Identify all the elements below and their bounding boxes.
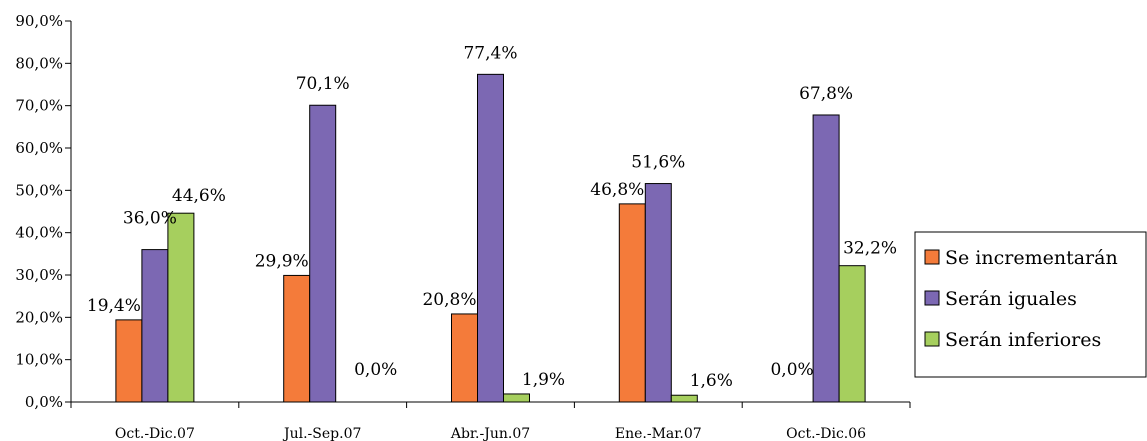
data-label: 77,4% (463, 43, 517, 63)
bar (115, 319, 143, 403)
x-tick-label: Jul.-Sep.07 (282, 426, 361, 441)
data-label: 1,9% (522, 370, 565, 390)
bar (670, 394, 698, 403)
data-label: 20,8% (422, 290, 476, 310)
bar (309, 104, 337, 403)
data-label: 36,0% (123, 209, 177, 229)
legend-swatch (924, 290, 940, 306)
bar (503, 393, 530, 403)
y-tick-label: 50,0% (15, 181, 63, 199)
bar (451, 313, 478, 403)
y-tick-label: 90,0% (15, 12, 63, 30)
x-tick-label: Abr.-Jun.07 (450, 426, 530, 441)
bar (167, 212, 195, 403)
legend-label: Serán inferiores (945, 329, 1101, 351)
bars (115, 73, 866, 403)
x-tick-label: Oct.-Dic.07 (115, 426, 195, 441)
bar (644, 183, 672, 403)
bar (283, 274, 311, 403)
y-tick-label: 40,0% (15, 224, 63, 242)
data-labels: 19,4% 29,9% 20,8% 46,8% 0,0% 36,0% 70,1% 77,4% 5… (87, 43, 897, 391)
data-label: 70,1% (296, 74, 350, 94)
data-label: 19,4% (87, 296, 141, 316)
data-label: 29,9% (255, 251, 309, 271)
bar (618, 203, 646, 403)
y-tick-label: 0,0% (25, 393, 63, 411)
legend-swatch (924, 249, 940, 265)
x-tick-label: Oct.-Dic.06 (786, 426, 866, 441)
data-label: 1,6% (690, 371, 733, 391)
data-label: 67,8% (799, 84, 853, 104)
y-tick-label: 30,0% (15, 266, 63, 284)
data-label: 44,6% (172, 186, 226, 206)
legend-swatch (924, 331, 940, 347)
bar (141, 249, 169, 403)
y-tick-label: 60,0% (15, 139, 63, 157)
x-tick-label: Ene.-Mar.07 (615, 426, 702, 441)
legend-label: Se incrementarán (945, 247, 1118, 269)
data-label: 46,8% (590, 180, 644, 200)
y-tick-label: 10,0% (15, 351, 63, 369)
data-label: 51,6% (631, 153, 685, 173)
legend-box (914, 231, 1147, 378)
data-label: 0,0% (770, 360, 813, 380)
y-tick-label: 70,0% (15, 97, 63, 115)
axes: 0,0% 10,0% 20,0% 30,0% 40,0% 50,0% 60,0% 70,0% 8… (15, 12, 911, 441)
bar (477, 73, 504, 403)
data-label: 32,2% (843, 239, 897, 259)
bar (812, 114, 840, 403)
data-label: 0,0% (354, 360, 397, 380)
y-tick-label: 80,0% (15, 54, 63, 72)
legend-label: Serán iguales (945, 288, 1077, 310)
legend: Se incrementarán Serán iguales Serán infer… (914, 231, 1147, 378)
bar (838, 265, 866, 403)
y-tick-label: 20,0% (15, 308, 63, 326)
